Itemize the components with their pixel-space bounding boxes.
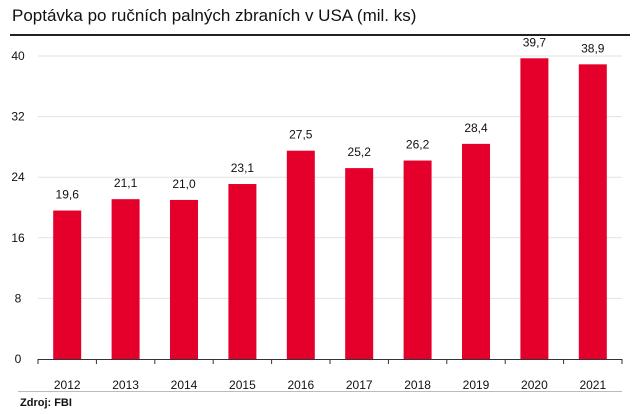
data-label: 27,5 [289,128,313,142]
data-label: 21,0 [172,177,196,191]
y-tick-label: 24 [11,170,25,184]
x-tick-label: 2015 [229,378,256,392]
chart-title: Poptávka po ručních palných zbraních v U… [12,6,417,25]
bar [111,199,140,359]
bar [286,150,315,359]
bar [228,184,257,359]
y-tick-label: 16 [11,231,25,245]
data-label: 19,6 [56,188,80,202]
x-tick-label: 2018 [404,378,431,392]
data-label: 23,1 [231,161,255,175]
data-label: 21,1 [114,176,138,190]
data-label: 26,2 [406,138,430,152]
x-tick-label: 2020 [521,378,548,392]
x-tick-label: 2019 [463,378,490,392]
y-tick-label: 8 [15,291,22,305]
data-label: 38,9 [581,41,605,55]
title-divider [10,34,630,36]
y-tick-label: 40 [11,49,25,63]
bar [403,160,432,359]
x-tick-label: 2012 [54,378,81,392]
bar [53,210,82,359]
x-tick-label: 2013 [112,378,139,392]
data-label: 39,7 [523,35,547,49]
data-label: 28,4 [464,121,488,135]
y-tick-label: 32 [11,110,25,124]
bar [170,199,198,359]
y-tick-label: 0 [15,352,22,366]
x-tick-label: 2021 [579,378,606,392]
data-label: 25,2 [348,145,372,159]
source-divider [18,391,622,392]
bar [578,64,607,360]
x-tick-label: 2014 [171,378,198,392]
bar [520,58,549,360]
bar [462,143,490,359]
bar [345,168,374,359]
source-note: Zdroj: FBI [20,397,72,409]
x-tick-label: 2017 [346,378,373,392]
x-tick-label: 2016 [287,378,314,392]
